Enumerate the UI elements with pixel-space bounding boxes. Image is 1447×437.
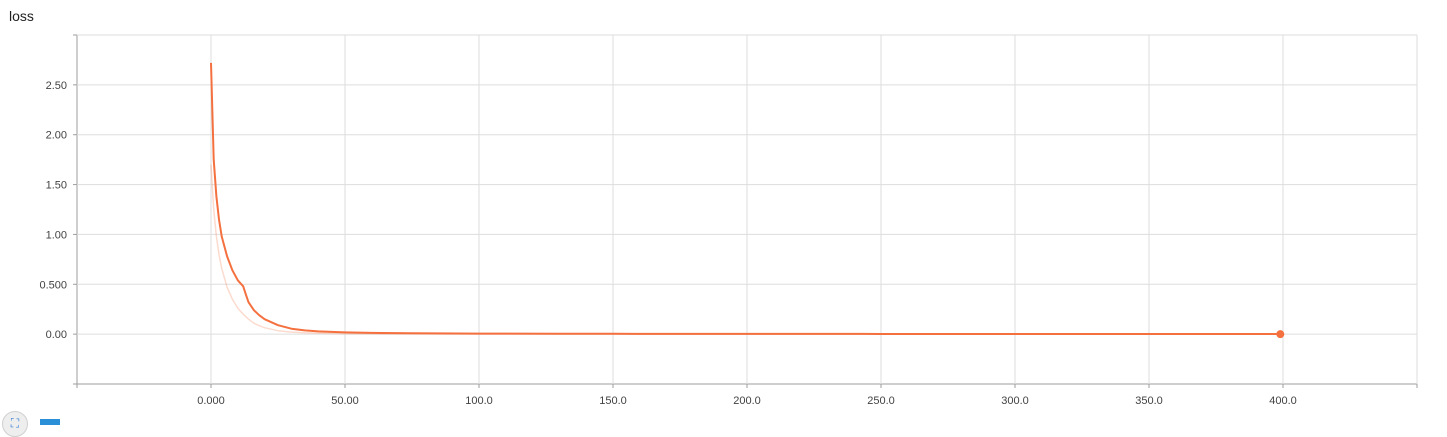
y-tick-label: 0.500 bbox=[39, 279, 67, 291]
x-tick-label: 50.00 bbox=[331, 395, 359, 407]
x-tick-label: 100.0 bbox=[465, 395, 493, 407]
x-tick-label: 400.0 bbox=[1269, 395, 1297, 407]
x-tick-label: 0.000 bbox=[197, 395, 225, 407]
y-tick-label: 1.50 bbox=[46, 180, 67, 192]
x-tick-label: 200.0 bbox=[733, 395, 761, 407]
y-tick-label: 2.00 bbox=[46, 130, 67, 142]
series-line-smoothed bbox=[210, 62, 1281, 335]
last-point-marker bbox=[1276, 330, 1285, 339]
toggle-icon[interactable] bbox=[40, 419, 60, 425]
chart-plot: 0.00 0.500 1.00 1.50 2.00 2.50 0.000 50.00 100.0… bbox=[39, 34, 1418, 407]
expand-icon[interactable]: ⛶ bbox=[2, 411, 28, 437]
y-tick-label: 2.50 bbox=[46, 80, 67, 92]
series-line-raw bbox=[210, 164, 1281, 335]
chart-card: loss 0.00 0.500 1.00 1.50 2.00 2.50 0.000 50.00… bbox=[2, 8, 1418, 437]
x-tick-label: 150.0 bbox=[599, 395, 627, 407]
y-tick-label: 1.00 bbox=[46, 229, 67, 241]
x-tick-label: 300.0 bbox=[1001, 395, 1029, 407]
x-tick-label: 250.0 bbox=[867, 395, 895, 407]
y-tick-label: 0.00 bbox=[46, 329, 67, 341]
x-tick-label: 350.0 bbox=[1135, 395, 1163, 407]
chart-title: loss bbox=[9, 8, 34, 24]
